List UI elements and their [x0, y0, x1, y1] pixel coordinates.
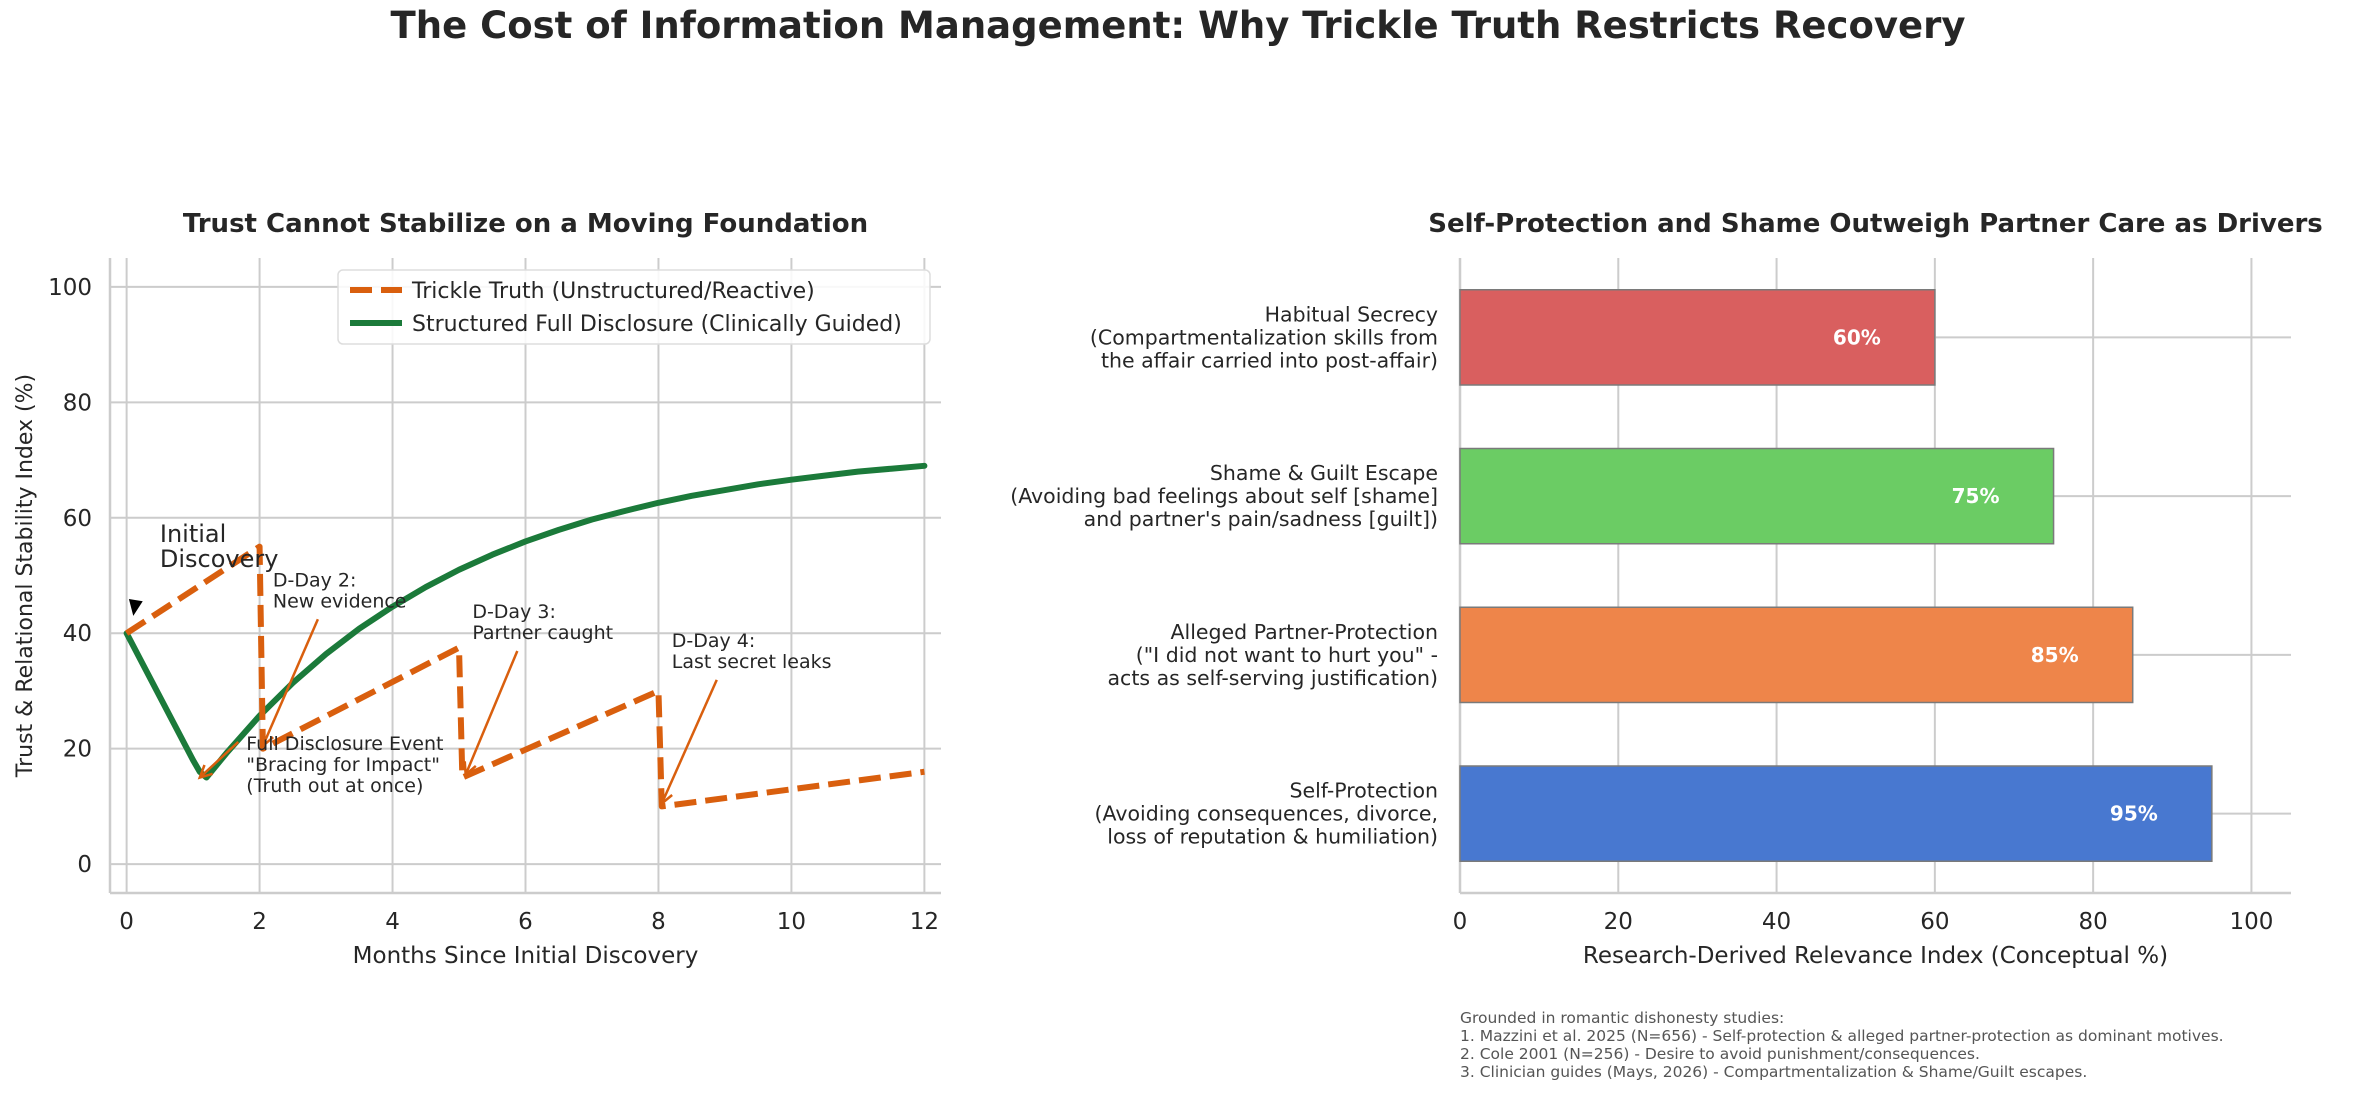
- footnote-line-0: Grounded in romantic dishonesty studies:: [1460, 1009, 1785, 1027]
- trust-line-chart: 0 2 4 6 8 10 12 0 20 40 60 80 100 Trust Cannot Stabil…: [13, 209, 941, 969]
- bar-0: [1459, 289, 1936, 386]
- trickle-truth-line: [124, 543, 925, 810]
- category-label-2: Alleged Partner-Protection ("I did not wa…: [1108, 620, 1439, 690]
- annotation-arrowhead-2: [463, 761, 477, 778]
- category-label-line-3-1: (Avoiding consequences, divorce,: [1095, 802, 1439, 826]
- x-tick-label-5: 10: [777, 909, 806, 935]
- page-title: The Cost of Information Management: Why …: [390, 4, 1966, 47]
- y-tick-label-0: 0: [77, 852, 92, 878]
- category-label-line-0-2: the affair carried into post-affair): [1101, 348, 1438, 372]
- legend-box: [337, 269, 931, 345]
- annotation-line-3-1: Last secret leaks: [672, 651, 832, 673]
- annotation-line-2-1: Partner caught: [472, 622, 613, 644]
- category-label-line-1-1: (Avoiding bad feelings about self [shame…: [1010, 484, 1438, 508]
- annotation-arrow-1: [261, 618, 320, 747]
- footnote-line-1: 1. Mazzini et al. 2025 (N=656) - Self-pr…: [1460, 1027, 2224, 1045]
- category-label-line-0-1: (Compartmentalization skills from: [1090, 325, 1438, 349]
- bar-2: [1459, 606, 2134, 704]
- category-label-line-3-2: loss of reputation & humiliation): [1107, 825, 1438, 849]
- annotation-line-2-0: D-Day 3:: [472, 601, 556, 623]
- annotation-line-1-1: New evidence: [273, 590, 407, 612]
- category-label-line-3-0: Self-Protection: [1289, 779, 1438, 803]
- bar-3: [1459, 765, 2213, 862]
- annotation-line-4-0: Full Disclosure Event: [246, 733, 443, 755]
- bar-value-label-0: 60%: [1833, 325, 1881, 349]
- bar-value-label-3: 95%: [2110, 802, 2158, 826]
- annotation-arrowhead-4: [197, 764, 213, 780]
- bar-x-tick-label-3: 60: [1920, 909, 1949, 935]
- annotation-arrow-3: [660, 679, 718, 805]
- annotation-label-0: Initial Discovery: [160, 520, 279, 573]
- annotation-label-3: D-Day 4: Last secret leaks: [672, 630, 832, 673]
- footnote-line-2: 2. Cole 2001 (N=256) - Desire to avoid p…: [1460, 1045, 1980, 1063]
- x-tick-label-6: 12: [910, 909, 939, 935]
- structured-disclosure-line: [123, 462, 928, 781]
- bar-x-tick-label-0: 0: [1453, 909, 1468, 935]
- x-tick-label-4: 8: [651, 909, 666, 935]
- source-footnote: Grounded in romantic dishonesty studies:…: [1460, 1009, 2224, 1081]
- annotation-arrow-2: [464, 650, 519, 776]
- annotation-line-1-0: D-Day 2:: [273, 569, 357, 591]
- annotation-line-0-0: Initial: [160, 520, 226, 548]
- category-label-line-1-0: Shame & Guilt Escape: [1210, 461, 1438, 485]
- category-label-line-0-0: Habitual Secrecy: [1265, 302, 1438, 326]
- category-label-line-1-2: and partner's pain/sadness [guilt]): [1084, 507, 1438, 531]
- y-axis-label: Trust & Relational Stability Index (%): [13, 374, 38, 778]
- bar-x-tick-label-1: 20: [1604, 909, 1633, 935]
- y-tick-label-1: 20: [63, 737, 92, 763]
- annotation-label-2: D-Day 3: Partner caught: [472, 601, 613, 644]
- bar-1: [1459, 447, 2055, 545]
- x-tick-label-0: 0: [119, 909, 134, 935]
- annotation-arrow-4: [198, 741, 240, 779]
- y-tick-label-5: 100: [48, 275, 92, 301]
- y-tick-label-2: 40: [63, 621, 92, 647]
- bar-value-label-2: 85%: [2031, 643, 2079, 667]
- category-label-0: Habitual Secrecy (Compartmentalization sk…: [1090, 302, 1438, 372]
- right-chart-title: Self-Protection and Shame Outweigh Partn…: [1428, 209, 2323, 239]
- bar-x-tick-label-4: 80: [2079, 909, 2108, 935]
- x-tick-label-1: 2: [252, 909, 267, 935]
- drivers-bar-chart: 60% Habitual Secrecy (Compartmentalization…: [1010, 209, 2323, 969]
- footnote-line-3: 3. Clinician guides (Mays, 2026) - Compa…: [1460, 1063, 2088, 1081]
- annotation-arrowhead-0: [128, 598, 143, 616]
- annotation-line-4-2: (Truth out at once): [246, 775, 423, 797]
- annotation-line-4-1: "Bracing for Impact": [246, 754, 440, 776]
- bar-x-tick-label-2: 40: [1762, 909, 1791, 935]
- y-tick-label-4: 80: [63, 390, 92, 416]
- annotation-line-0-1: Discovery: [160, 545, 279, 573]
- annotation-label-1: D-Day 2: New evidence: [273, 569, 407, 612]
- x-tick-label-3: 6: [518, 909, 533, 935]
- x-tick-label-2: 4: [385, 909, 400, 935]
- bar-x-tick-label-5: 100: [2229, 909, 2273, 935]
- category-label-line-2-2: acts as self-serving justification): [1108, 666, 1439, 690]
- left-chart-title: Trust Cannot Stabilize on a Moving Found…: [183, 209, 868, 239]
- category-label-3: Self-Protection (Avoiding consequences, d…: [1095, 779, 1439, 849]
- annotation-line-3-0: D-Day 4:: [672, 630, 756, 652]
- category-label-1: Shame & Guilt Escape (Avoiding bad feelin…: [1010, 461, 1438, 531]
- annotation-arrowhead-3: [659, 790, 673, 807]
- legend-label-trickle: Trickle Truth (Unstructured/Reactive): [411, 279, 815, 304]
- legend-label-structured: Structured Full Disclosure (Clinically G…: [412, 312, 902, 337]
- annotation-label-4: Full Disclosure Event "Bracing for Impact…: [246, 733, 443, 797]
- annotation-arrowhead-1: [260, 732, 274, 749]
- bar-x-axis-label: Research-Derived Relevance Index (Concep…: [1583, 943, 2168, 969]
- x-axis-label: Months Since Initial Discovery: [353, 943, 699, 969]
- category-label-line-2-1: ("I did not want to hurt you" -: [1136, 643, 1438, 667]
- category-label-line-2-0: Alleged Partner-Protection: [1171, 620, 1438, 644]
- y-tick-label-3: 60: [63, 506, 92, 532]
- bar-value-label-1: 75%: [1952, 484, 2000, 508]
